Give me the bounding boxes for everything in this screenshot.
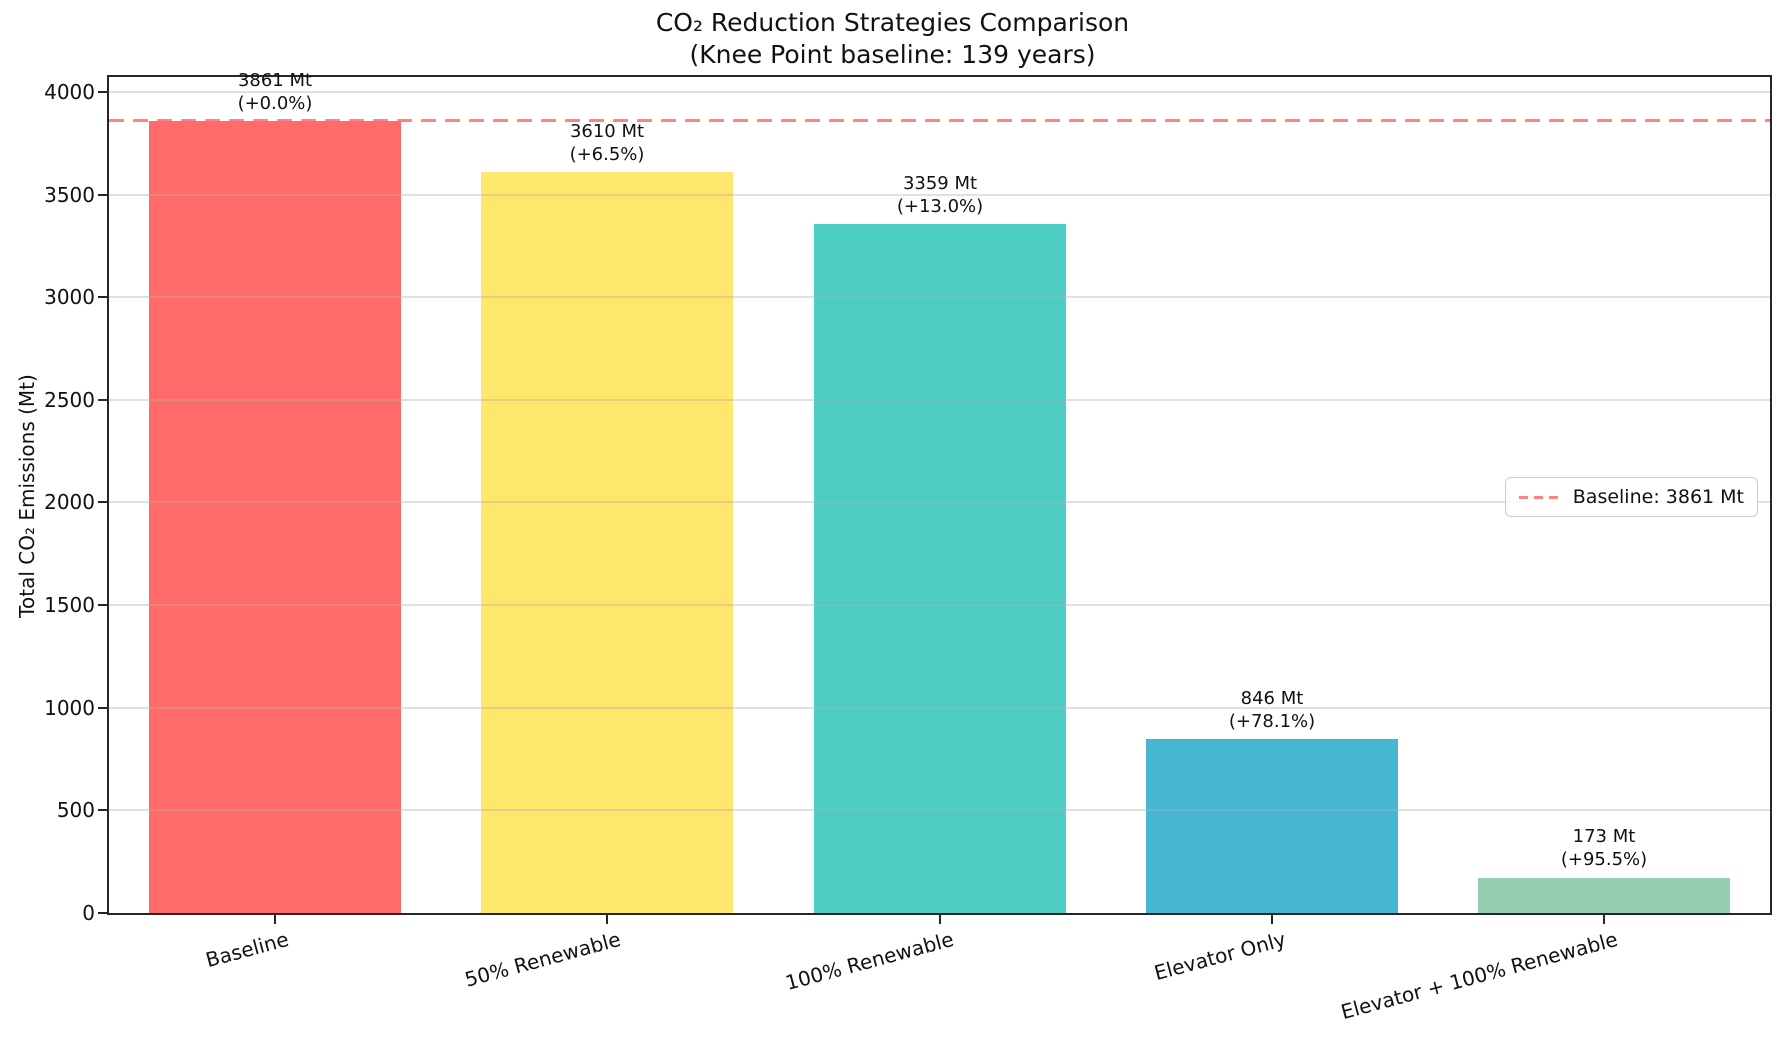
bar-annotation: 3610 Mt (+6.5%) <box>447 120 767 166</box>
y-tick-label: 2000 <box>44 490 95 514</box>
bar-value-label: 846 Mt <box>1240 688 1304 709</box>
y-tick-label: 1500 <box>44 593 95 617</box>
bar <box>481 172 733 913</box>
bar-pct-label: (+0.0%) <box>237 93 313 114</box>
y-tick-mark <box>98 809 107 811</box>
bar-value-label: 3359 Mt <box>902 173 978 194</box>
y-tick-mark <box>98 296 107 298</box>
x-tick-label: 50% Renewable <box>462 927 624 992</box>
x-tick-label: Baseline <box>203 927 292 973</box>
bar-annotation: 3359 Mt (+13.0%) <box>780 172 1100 218</box>
bar <box>814 223 1066 913</box>
x-tick-mark <box>1603 915 1605 924</box>
x-tick-mark <box>939 915 941 924</box>
x-tick-label: Elevator Only <box>1151 927 1289 986</box>
x-tick-mark <box>606 915 608 924</box>
y-tick-mark <box>98 912 107 914</box>
y-tick-label: 1000 <box>44 696 95 720</box>
bar <box>1146 739 1398 913</box>
legend-label: Baseline: 3861 Mt <box>1572 486 1744 508</box>
bar-annotation: 173 Mt (+95.5%) <box>1444 825 1764 871</box>
plot-area: 3861 Mt (+0.0%) 3610 Mt (+6.5%) 3359 Mt (+13.… <box>107 70 1772 915</box>
y-tick-mark <box>98 501 107 503</box>
x-tick-label: Elevator + 100% Renewable <box>1338 927 1621 1025</box>
chart-subtitle: (Knee Point baseline: 139 years) <box>689 40 1096 69</box>
x-tick-label: 100% Renewable <box>782 927 957 995</box>
y-tick-label: 500 <box>56 798 95 822</box>
bar <box>1478 877 1730 913</box>
y-tick-mark <box>98 707 107 709</box>
y-tick-mark <box>98 194 107 196</box>
x-tick-mark <box>1271 915 1273 924</box>
y-tick-label: 0 <box>82 901 95 925</box>
bar-pct-label: (+95.5%) <box>1560 849 1648 870</box>
legend: Baseline: 3861 Mt <box>1504 477 1758 517</box>
bar-value-label: 3861 Mt <box>237 70 313 91</box>
y-tick-label: 4000 <box>44 80 95 104</box>
y-tick-label: 3500 <box>44 183 95 207</box>
y-tick-mark <box>98 604 107 606</box>
y-tick-label: 2500 <box>44 388 95 412</box>
bar-pct-label: (+13.0%) <box>896 196 984 217</box>
bar-annotation: 846 Mt (+78.1%) <box>1112 687 1432 733</box>
bar-pct-label: (+78.1%) <box>1228 711 1316 732</box>
chart-title: CO₂ Reduction Strategies Comparison <box>655 8 1130 37</box>
y-tick-label: 3000 <box>44 285 95 309</box>
y-tick-mark <box>98 399 107 401</box>
baseline-dashed-line <box>109 119 1770 122</box>
y-tick-mark <box>98 91 107 93</box>
x-tick-mark <box>274 915 276 924</box>
bar-annotation: 3861 Mt (+0.0%) <box>115 69 435 115</box>
bar-value-label: 173 Mt <box>1572 826 1636 847</box>
bar-pct-label: (+6.5%) <box>569 144 645 165</box>
bar-value-label: 3610 Mt <box>569 121 645 142</box>
bar <box>149 120 401 913</box>
legend-dash-icon <box>1518 495 1561 499</box>
